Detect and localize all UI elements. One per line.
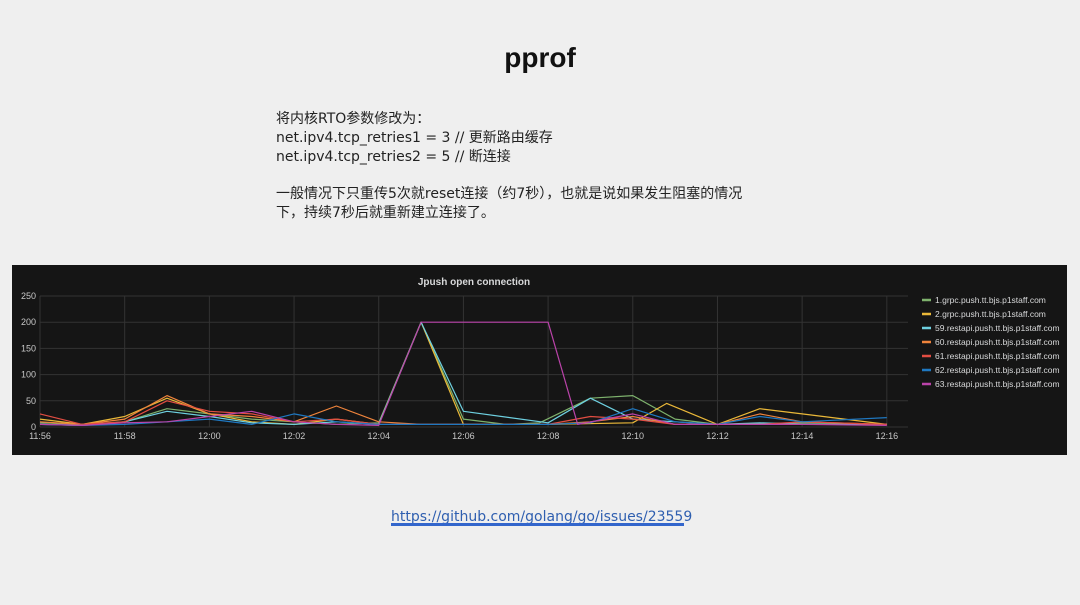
text-line-retries1: net.ipv4.tcp_retries1 = 3 // 更新路由缓存 [276,130,553,146]
github-issue-link[interactable]: https://github.com/golang/go/issues/2355… [391,509,693,525]
x-tick-label: 12:02 [283,431,306,441]
x-tick-label: 12:08 [537,431,560,441]
legend-entry: 60.restapi.push.tt.bjs.p1staff.com [935,337,1060,347]
legend-entry: 62.restapi.push.tt.bjs.p1staff.com [935,365,1060,375]
x-tick-label: 11:56 [29,431,51,441]
y-tick-label: 50 [26,396,36,406]
y-tick-label: 150 [21,343,36,353]
text-line-heading: 将内核RTO参数修改为： [276,111,431,127]
x-tick-label: 12:06 [452,431,475,441]
paragraph-line-1: 一般情况下只重传5次就reset连接（约7秒），也就是说如果发生阻塞的情况 [276,186,743,202]
y-tick-label: 200 [21,317,36,327]
chart-title: Jpush open connection [418,277,530,288]
paragraph-line-2: 下，持续7秒后就重新建立连接了。 [276,205,495,221]
x-tick-label: 12:00 [198,431,221,441]
y-tick-label: 0 [31,422,36,432]
legend-entry: 59.restapi.push.tt.bjs.p1staff.com [935,323,1060,333]
text-line-retries2: net.ipv4.tcp_retries2 = 5 // 断连接 [276,149,511,165]
x-tick-label: 12:14 [791,431,814,441]
chart-panel: Jpush open connection 0 50 100 150 200 250 11:5… [12,265,1067,455]
x-tick-label: 12:16 [876,431,899,441]
x-tick-label: 12:10 [622,431,645,441]
slide-title: pprof [504,42,576,73]
series-line-7 [39,321,887,426]
y-tick-label: 250 [21,291,36,301]
text-block: 将内核RTO参数修改为： net.ipv4.tcp_retries1 = 3 /… [276,110,836,223]
x-tick-label: 12:04 [367,431,390,441]
x-tick-label: 12:12 [706,431,729,441]
legend-entry: 2.grpc.push.tt.bjs.p1staff.com [935,309,1046,319]
y-tick-label: 100 [21,370,36,380]
line-chart: Jpush open connection 0 50 100 150 200 250 11:5… [21,277,1060,441]
legend-entry: 1.grpc.push.tt.bjs.p1staff.com [935,295,1046,305]
x-tick-label: 11:58 [114,431,136,441]
link-underline [391,523,684,526]
legend-entry: 63.restapi.push.tt.bjs.p1staff.com [935,379,1060,389]
legend-entry: 61.restapi.push.tt.bjs.p1staff.com [935,351,1060,361]
